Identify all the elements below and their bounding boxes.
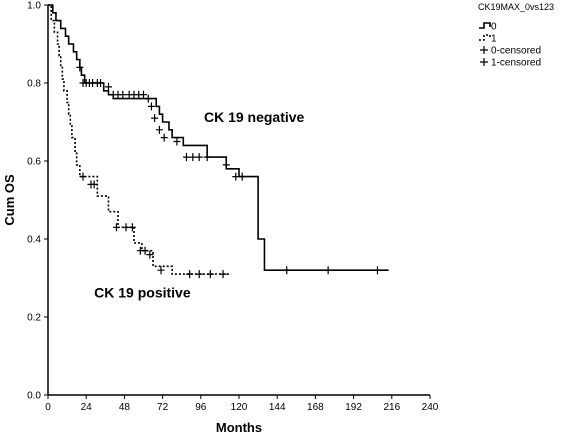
legend-label: 1 xyxy=(491,34,497,45)
censor-mark-series-0 xyxy=(76,63,84,72)
x-ticks: 0 24 48 72 96 120 144 168 192 216 240 xyxy=(45,395,439,413)
censor-mark-series-0 xyxy=(238,172,246,181)
censor-mark-series-0 xyxy=(155,125,163,134)
x-tick-label: 48 xyxy=(119,402,131,413)
censor-mark-series-0 xyxy=(104,82,112,91)
censor-mark-series-1 xyxy=(79,172,87,181)
legend-swatch-1-censored xyxy=(480,58,488,66)
x-tick-label: 24 xyxy=(81,402,93,413)
censor-mark-series-0 xyxy=(373,266,381,275)
legend-label: 1-censored xyxy=(491,58,541,69)
y-tick-label: 0.4 xyxy=(27,235,41,246)
legend-swatch-0-censored xyxy=(480,46,488,54)
censor-mark-series-0 xyxy=(203,153,211,162)
x-tick-label: 144 xyxy=(269,402,286,413)
annotation-label: CK 19 negative xyxy=(204,109,305,125)
series-layer xyxy=(48,4,389,279)
censor-mark-series-0 xyxy=(189,153,197,162)
x-tick-label: 240 xyxy=(422,402,439,413)
censor-mark-series-0 xyxy=(182,153,190,162)
legend-swatch-0 xyxy=(479,22,491,29)
y-tick-label: 0.6 xyxy=(27,157,41,168)
censor-mark-series-1 xyxy=(141,246,149,255)
censor-mark-series-0 xyxy=(195,153,203,162)
y-tick-label: 0.2 xyxy=(27,313,41,324)
annotations: CK 19 negative CK 19 positive xyxy=(94,109,304,301)
legend-swatch-1 xyxy=(479,34,491,41)
legend-label: 0 xyxy=(491,22,497,33)
censor-mark-series-0 xyxy=(232,172,240,181)
axes xyxy=(47,5,430,396)
censor-mark-series-0 xyxy=(160,133,168,142)
censor-mark-series-0 xyxy=(173,137,181,146)
y-tick-label: 0.0 xyxy=(27,391,41,402)
censor-mark-series-1 xyxy=(157,266,165,275)
censor-mark-series-0 xyxy=(222,160,230,169)
x-tick-label: 192 xyxy=(345,402,362,413)
censor-mark-series-0 xyxy=(283,266,291,275)
censor-mark-series-1 xyxy=(195,270,203,279)
x-tick-label: 0 xyxy=(45,402,51,413)
censor-mark-series-1 xyxy=(186,270,194,279)
x-tick-label: 120 xyxy=(231,402,248,413)
x-tick-label: 72 xyxy=(157,402,169,413)
censor-mark-series-1 xyxy=(146,250,154,259)
series-0-curve xyxy=(48,4,389,271)
censor-mark-series-1 xyxy=(219,270,227,279)
censor-mark-series-1 xyxy=(90,180,98,189)
legend-title: CK19MAX_0vs123 xyxy=(478,2,554,12)
legend-label: 0-censored xyxy=(491,46,541,57)
censor-mark-series-0 xyxy=(144,94,152,103)
censor-mark-series-1 xyxy=(122,223,130,232)
censor-mark-series-1 xyxy=(112,223,120,232)
censor-mark-series-0 xyxy=(324,266,332,275)
x-tick-label: 216 xyxy=(383,402,400,413)
x-axis-title: Months xyxy=(216,420,262,435)
x-tick-label: 96 xyxy=(195,402,207,413)
y-tick-label: 0.8 xyxy=(27,79,41,90)
y-tick-label: 1.0 xyxy=(27,1,41,12)
censor-mark-series-1 xyxy=(128,223,136,232)
censor-mark-series-0 xyxy=(147,102,155,111)
y-ticks: 0.0 0.2 0.4 0.6 0.8 1.0 xyxy=(27,1,48,402)
censor-mark-series-0 xyxy=(140,90,147,99)
annotation-label: CK 19 positive xyxy=(94,285,191,301)
series-1-curve xyxy=(48,4,232,275)
x-tick-label: 168 xyxy=(307,402,324,413)
censor-mark-series-1 xyxy=(206,270,214,279)
censor-mark-series-0 xyxy=(97,79,105,87)
censor-mark-series-0 xyxy=(119,90,127,99)
y-axis-title: Cum OS xyxy=(2,174,17,226)
censor-mark-series-0 xyxy=(151,114,159,123)
